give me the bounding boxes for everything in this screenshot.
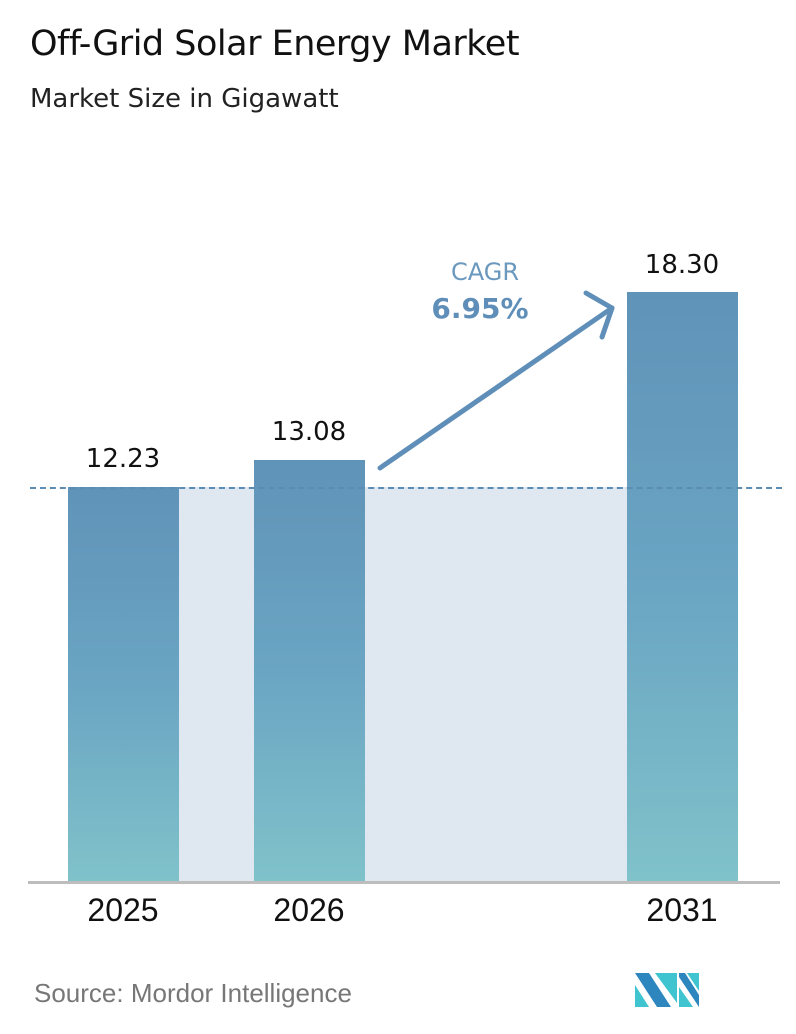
x-tick-label: 2026 <box>273 892 345 928</box>
bar-2031 <box>627 292 738 882</box>
bar-2026 <box>254 460 365 882</box>
chart-subtitle: Market Size in Gigawatt <box>30 84 339 114</box>
source-text: Source: Mordor Intelligence <box>34 978 352 1008</box>
cagr-label: CAGR <box>450 258 520 286</box>
reference-dashed-line <box>30 487 782 489</box>
comparison-band <box>68 487 738 882</box>
chart-title: Off-Grid Solar Energy Market <box>30 24 520 64</box>
x-axis-line <box>28 881 780 884</box>
x-tick-label: 2025 <box>87 892 159 928</box>
mordor-intelligence-logo-icon <box>635 973 699 1007</box>
x-tick-label: 2031 <box>646 892 718 928</box>
cagr-value: 6.95% <box>431 292 529 325</box>
bar-2025 <box>68 487 179 882</box>
bar-value-label: 12.23 <box>85 444 161 474</box>
bar-value-label: 18.30 <box>644 250 720 280</box>
bar-value-label: 13.08 <box>271 417 347 447</box>
